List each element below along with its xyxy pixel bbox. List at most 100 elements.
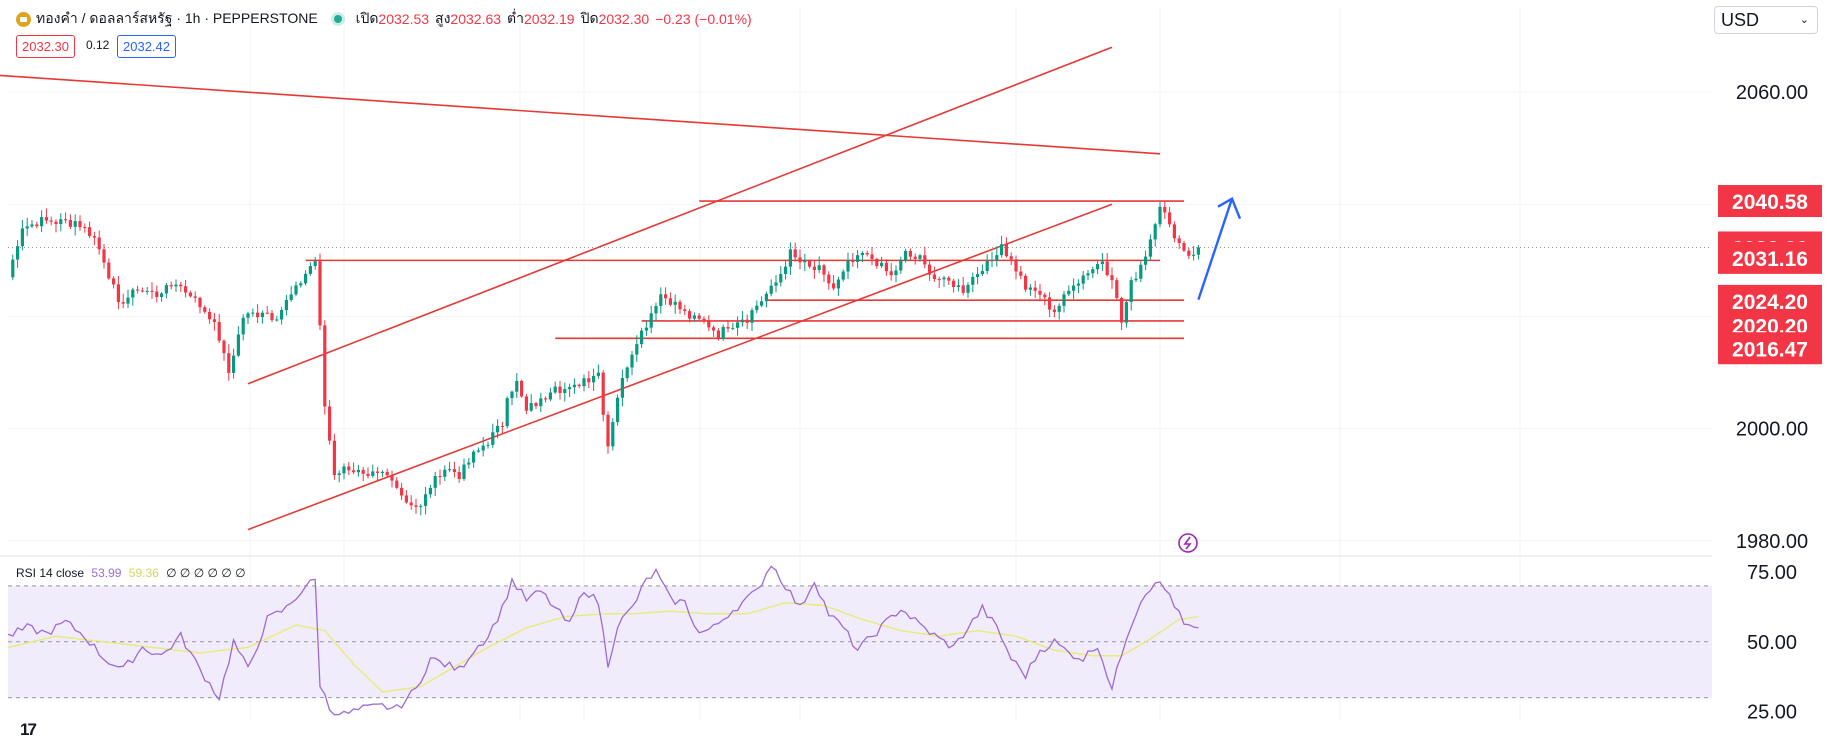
candle-body [1110,275,1114,281]
candle-body [707,320,711,328]
candle-body [496,425,500,433]
candle-body [64,219,68,221]
candle-body [1019,271,1023,276]
candle-body [841,271,845,280]
candle-body [505,398,509,427]
candle-body [764,293,768,302]
candle-body [251,312,255,314]
candle-body [227,353,231,373]
candle-body [491,432,495,445]
candle-body [894,270,898,276]
candle-body [673,301,677,305]
symbol-title[interactable]: ทองคำ / ดอลลาร์สหรัฐ · 1h · PEPPERSTONE [36,10,318,26]
candle-body [644,327,648,331]
candle-body [856,255,860,262]
price-label: 2016.47 [1732,338,1808,361]
market-open-icon [333,15,342,23]
candle-body [380,471,384,473]
candle-body [395,480,399,488]
forecast-arrow [1197,198,1234,301]
candle-body [88,227,92,237]
rsi-label: RSI 14 close [16,566,85,580]
price-label-box [1718,332,1822,365]
candle-body [510,391,514,399]
candle-body [222,340,226,354]
candle-body [352,470,356,473]
candle-body [793,249,797,258]
candle-body [721,326,725,339]
candle-body [68,220,72,227]
candle-body [664,294,668,299]
rsi-tick-label: 75.00 [1747,562,1797,584]
candle-body [1076,283,1080,286]
candle-body [289,294,293,300]
candle-body [481,445,485,451]
price-label: 2040.58 [1732,191,1808,214]
candle-body [486,444,490,446]
rsi-tick-label: 50.00 [1747,632,1797,654]
candle-body [438,476,442,478]
candle-body [1067,290,1071,295]
price-label: 2031.16 [1732,248,1808,271]
candle-body [812,266,816,270]
candle-body [640,330,644,345]
rsi-lines [7,565,1199,716]
candle-body [904,250,908,261]
open-value: 2032.53 [378,11,430,27]
candle-body [179,284,183,287]
candle-body [155,291,159,297]
candle-body [568,387,572,390]
candle-body [966,284,970,293]
candle-body [284,299,288,311]
candle-body [1196,247,1200,255]
candle-body [851,260,855,262]
candle-body [270,313,274,321]
currency-select[interactable]: USD ⌄ [1714,6,1818,34]
candle-body [592,375,596,383]
candle-body [318,261,322,326]
candle-body [294,285,298,295]
candle-body [942,277,946,280]
candle-body [1124,302,1128,323]
candle-body [500,425,504,427]
candle-body [745,319,749,323]
candle-body [779,273,783,283]
candle-body [616,397,620,423]
candle-body [649,313,653,328]
candle-body [529,403,533,411]
candle-body [976,274,980,278]
candle-body [97,237,101,250]
candle-body [928,264,932,275]
candle-body [208,311,212,320]
candle-body [136,289,140,291]
candle-body [433,476,437,488]
candle-body [596,372,600,376]
price-label-box [1718,241,1822,274]
candle-body [385,471,389,476]
candle-body [913,256,917,259]
tradingview-logo-icon[interactable]: 17 [20,720,37,739]
buy-price-button[interactable]: 2032.42 [117,35,176,58]
rsi-line [7,565,1199,716]
candle-body [299,283,303,286]
candle-body [659,294,663,306]
candle-body [164,285,168,294]
gold-icon [16,11,31,27]
trend-line [247,203,1113,531]
rsi-legend[interactable]: RSI 14 close 53.99 59.36 ∅ ∅ ∅ ∅ ∅ ∅ [16,566,246,580]
candle-body [126,297,130,304]
candle-body [971,277,975,285]
candle-body [817,265,821,270]
candle-body [371,471,375,476]
candle-body [232,355,236,373]
sell-price-button[interactable]: 2032.30 [16,35,75,58]
candle-body [419,505,423,507]
close-label: ปิด [580,10,599,26]
candle-body [1105,261,1109,276]
price-tick-label: 1980.00 [1736,531,1808,553]
trend-line [247,46,1113,385]
candle-body [193,296,197,298]
candle-body [1048,297,1052,310]
